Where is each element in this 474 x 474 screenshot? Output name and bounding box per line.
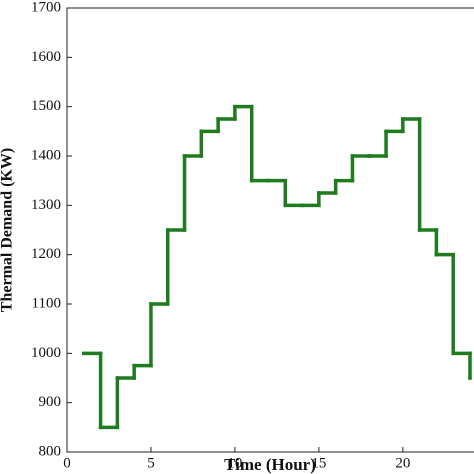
plot-frame — [66, 7, 474, 453]
y-tick-label: 1100 — [32, 295, 61, 311]
y-tick-label: 1500 — [31, 98, 61, 114]
x-tick-label: 10 — [227, 455, 242, 471]
x-tick-label: 20 — [395, 455, 410, 471]
x-tick-label: 0 — [63, 455, 71, 471]
x-tick-label: 5 — [147, 455, 155, 471]
y-tick-label: 1600 — [31, 49, 61, 65]
y-tick-label: 1300 — [31, 197, 61, 213]
x-axis-label: Time (Hour) — [224, 455, 316, 474]
y-tick-label: 900 — [39, 394, 62, 410]
y-tick-label: 1000 — [31, 345, 61, 361]
y-tick-label: 800 — [39, 443, 62, 459]
y-tick-label: 1700 — [31, 0, 61, 15]
y-tick-label: 1400 — [31, 147, 61, 163]
step-end — [468, 376, 472, 380]
x-tick-label: 15 — [311, 455, 326, 471]
y-tick-label: 1200 — [31, 246, 61, 262]
y-axis-label: Thermal Demand (KW) — [0, 148, 16, 312]
